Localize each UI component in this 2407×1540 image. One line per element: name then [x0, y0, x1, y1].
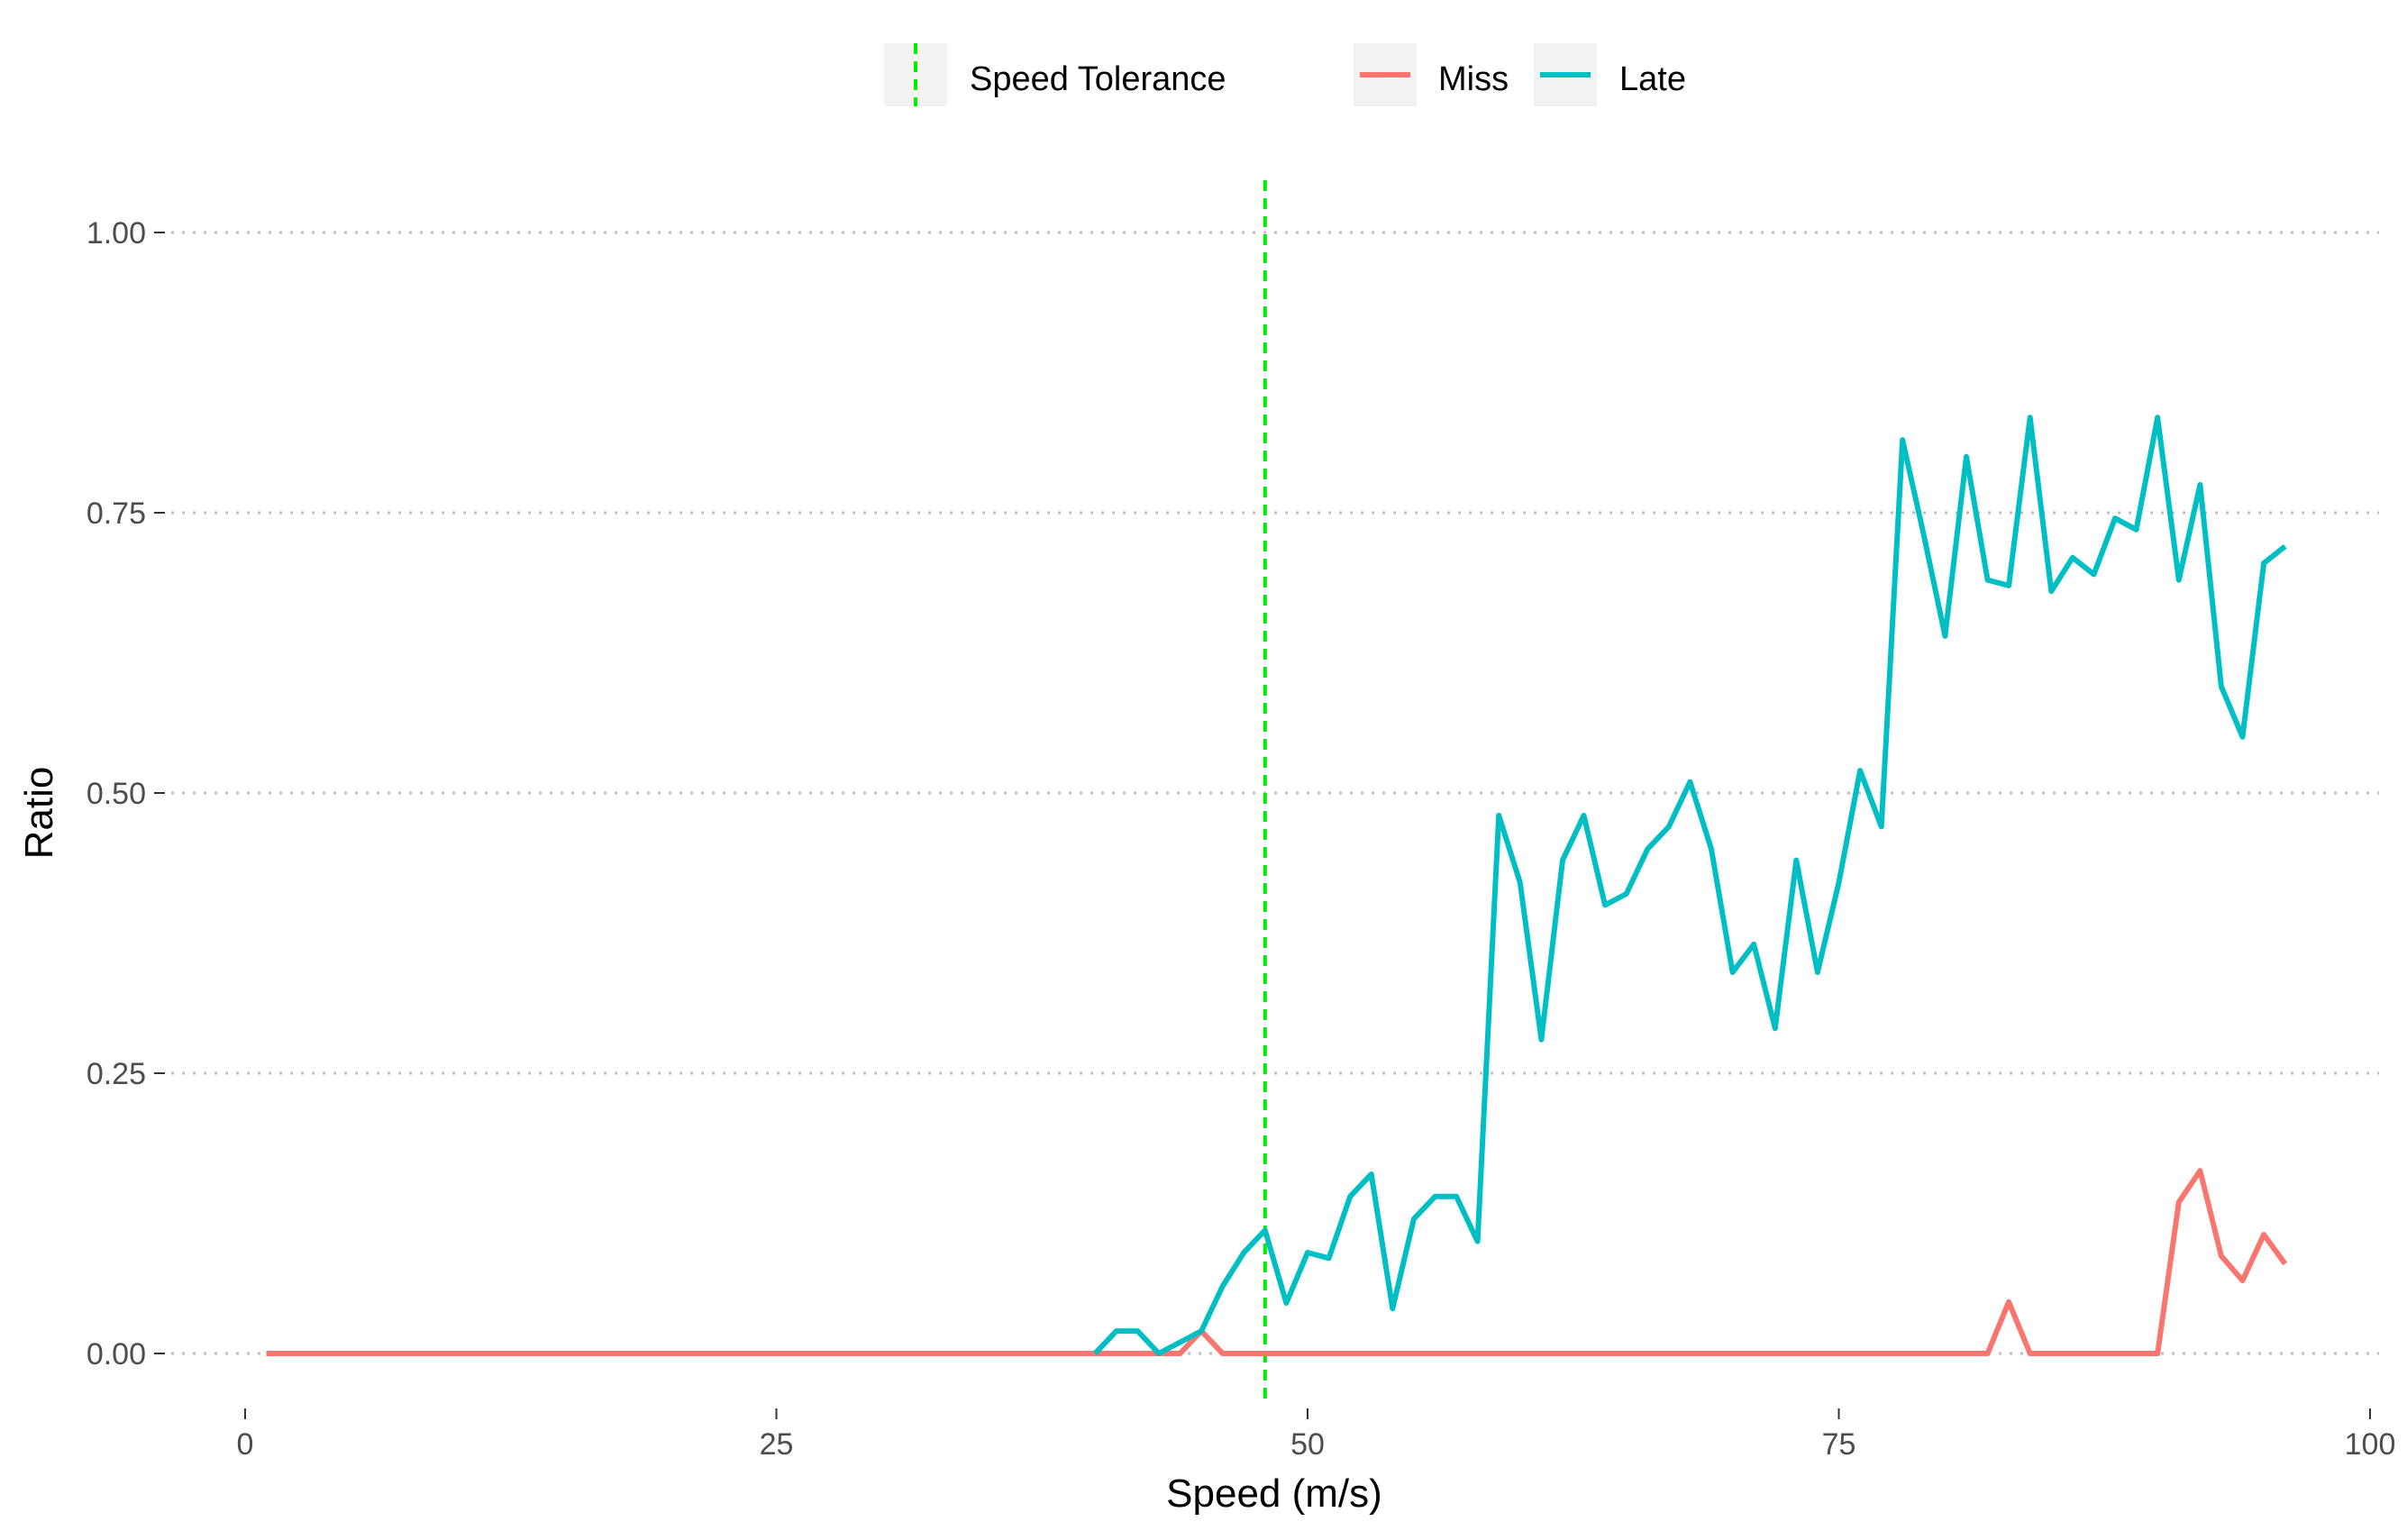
legend-item-late: Late: [1534, 43, 1686, 106]
x-axis: 0 25 50 75 100: [237, 1408, 2396, 1462]
x-tick-label: 0: [237, 1427, 254, 1462]
legend-label-late: Late: [1619, 60, 1686, 98]
legend-label-miss: Miss: [1438, 60, 1509, 98]
y-tick-label: 0.25: [87, 1057, 146, 1091]
y-tick-label: 0.75: [87, 497, 146, 531]
series-line-miss: [266, 1168, 2288, 1356]
series-line-late: [1093, 415, 2287, 1356]
y-tick-label: 0.00: [87, 1337, 146, 1371]
x-tick-label: 100: [2345, 1427, 2396, 1462]
series-layer: [266, 415, 2288, 1356]
gridlines: [171, 231, 2379, 1355]
legend-item-speed-tolerance: Speed Tolerance: [884, 43, 1226, 106]
y-tick-label: 0.50: [87, 777, 146, 811]
y-tick-label: 1.00: [87, 216, 146, 251]
y-axis: 0.00 0.25 0.50 0.75 1.00: [87, 216, 165, 1371]
legend-item-miss: Miss: [1354, 43, 1509, 106]
x-axis-title: Speed (m/s): [1166, 1472, 1382, 1516]
x-tick-label: 25: [760, 1427, 794, 1462]
legend: Speed Tolerance Miss Late: [884, 43, 1686, 106]
x-tick-label: 50: [1290, 1427, 1325, 1462]
y-axis-title: Ratio: [17, 767, 61, 860]
x-tick-label: 75: [1822, 1427, 1856, 1462]
legend-label-speed-tolerance: Speed Tolerance: [970, 60, 1226, 98]
